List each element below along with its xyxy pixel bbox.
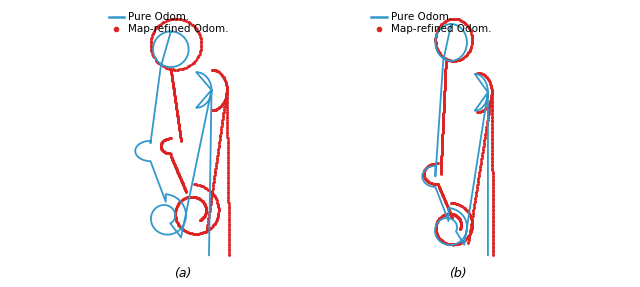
Text: (a): (a): [173, 267, 191, 280]
Legend: Pure Odom., Map-refined Odom.: Pure Odom., Map-refined Odom.: [371, 12, 492, 34]
Text: (b): (b): [449, 267, 467, 280]
Legend: Pure Odom., Map-refined Odom.: Pure Odom., Map-refined Odom.: [109, 12, 229, 34]
